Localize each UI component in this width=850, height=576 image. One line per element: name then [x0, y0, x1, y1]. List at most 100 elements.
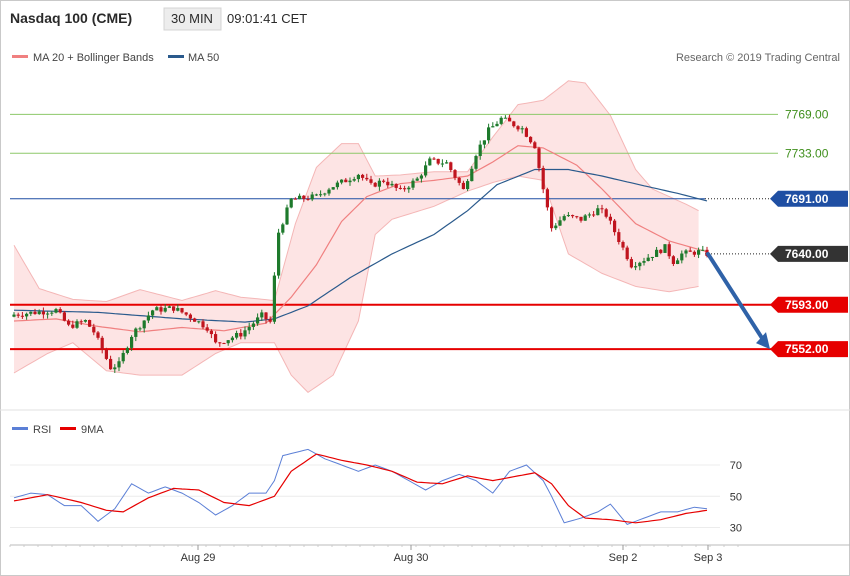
candle-body [701, 249, 705, 251]
candle-body [613, 220, 617, 233]
candle-body [642, 261, 646, 263]
bollinger-lower-line [13, 175, 699, 394]
candle-body [264, 312, 268, 320]
instrument-title: Nasdaq 100 (CME) [10, 10, 132, 26]
ma50-line [13, 168, 708, 323]
candle-body [67, 320, 71, 325]
candle-body [390, 183, 394, 186]
candle-body [327, 189, 331, 194]
legend-label-ma50: MA 50 [188, 52, 219, 64]
candle-body [440, 163, 444, 165]
candle-body [121, 352, 125, 362]
candle-body [167, 306, 171, 308]
candle-body [344, 179, 348, 183]
candle-body [650, 256, 654, 258]
candle-body [562, 216, 566, 221]
candle-body [33, 311, 37, 315]
bollinger-fill [14, 80, 699, 393]
candle-body [461, 182, 465, 190]
candle-body [579, 216, 583, 221]
legend-label-rsi: RSI [33, 424, 51, 436]
candle-body [222, 343, 226, 345]
x-tick-label: Aug 29 [181, 552, 216, 564]
candle-body [516, 126, 520, 130]
candle-body [50, 312, 54, 314]
rsi-line [13, 448, 708, 525]
candle-body [323, 193, 327, 195]
candle-body [209, 330, 213, 335]
candle-body [596, 208, 600, 216]
candle-body [541, 167, 545, 190]
candle-body [88, 320, 92, 327]
candle-body [419, 175, 423, 179]
candle-body [12, 314, 16, 317]
projection-arrow-shaft [706, 251, 766, 344]
main-legend: MA 20 + Bollinger Bands MA 50 [12, 52, 219, 64]
candle-body [352, 179, 356, 181]
candle-body [558, 220, 562, 226]
candle-body [495, 123, 499, 127]
candle-body [285, 207, 289, 225]
bollinger-bands [13, 80, 699, 394]
candle-body [281, 224, 285, 233]
candle-body [512, 121, 516, 127]
candle-body [335, 182, 339, 188]
target-tag [770, 341, 848, 358]
legend-swatch-ma50 [168, 55, 184, 58]
candle-body [29, 311, 33, 314]
candle-body [524, 128, 528, 137]
target-tag-label: 7593.00 [785, 298, 829, 312]
x-tick-label: Sep 3 [694, 552, 723, 564]
candle-body [692, 251, 696, 255]
candle-body [436, 158, 440, 164]
candle-body [424, 165, 428, 176]
candle-body [117, 361, 121, 368]
candle-body [487, 127, 491, 141]
timeframe-box[interactable] [163, 7, 222, 31]
candle-body [503, 117, 507, 119]
timestamp: 09:01:41 CET [227, 11, 307, 26]
candle-body [394, 183, 398, 188]
candle-body [478, 144, 482, 156]
candle-body [142, 320, 146, 329]
candle-body [289, 198, 293, 208]
candle-body [470, 168, 474, 182]
candle-body [92, 326, 96, 333]
candle-body [125, 347, 129, 353]
legend-swatch-ma20 [12, 55, 28, 58]
candle-body [625, 247, 629, 260]
rsi-tick-label: 50 [730, 491, 742, 503]
x-tick-label: Sep 2 [609, 552, 638, 564]
candle-body [247, 326, 251, 331]
candle-body [365, 177, 369, 180]
candle-body [159, 307, 163, 312]
projection [706, 251, 770, 350]
last-price-tag [770, 245, 848, 262]
rsi-ma-line [13, 453, 708, 524]
candle-body [361, 174, 365, 178]
resistance-label: 7769.00 [785, 107, 829, 121]
candle-body [583, 215, 587, 221]
candle-body [113, 367, 117, 370]
candle-body [537, 148, 541, 168]
candle-body [575, 216, 579, 218]
x-tick-label: Aug 30 [394, 552, 429, 564]
candle-body [138, 328, 142, 330]
candle-body [130, 336, 134, 348]
candle-body [46, 313, 50, 315]
candle-body [499, 117, 503, 124]
chart-header: Nasdaq 100 (CME) 30 MIN 09:01:41 CET [10, 7, 307, 31]
candle-body [474, 155, 478, 169]
candle-body [545, 189, 549, 208]
candle-body [83, 320, 87, 322]
candle-body [466, 181, 470, 190]
candle-body [306, 198, 310, 200]
legend-label-ma20: MA 20 + Bollinger Bands [33, 52, 154, 64]
legend-label-rsi-ma: 9MA [81, 424, 104, 436]
timeframe-label[interactable]: 30 MIN [171, 11, 213, 26]
candle-body [659, 249, 663, 253]
candle-body [671, 256, 675, 264]
legend-swatch-rsi [12, 427, 28, 430]
candles [12, 114, 709, 373]
